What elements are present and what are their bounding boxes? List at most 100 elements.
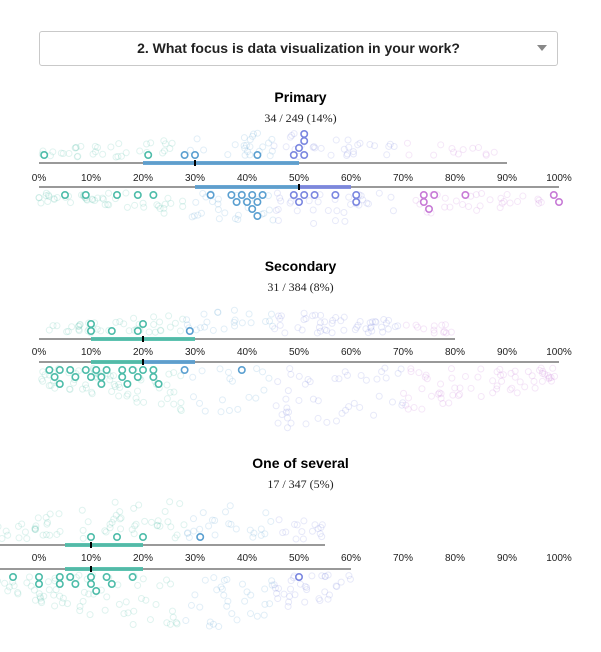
- primary-upper-background-point: [143, 140, 151, 148]
- secondary-lower-background-point: [217, 408, 225, 416]
- secondary-lower-background-point: [314, 397, 322, 405]
- secondary-lower-background-point: [225, 368, 233, 376]
- secondary-tick-label: 90%: [497, 347, 517, 358]
- primary-lower-background-point: [309, 206, 317, 214]
- secondary-lower-background-point: [498, 377, 506, 385]
- secondary-upper-background-point: [76, 321, 84, 329]
- primary-lower-background-point: [105, 201, 113, 209]
- secondary-tick-label: 10%: [81, 347, 101, 358]
- secondary-lower-background-point: [407, 368, 415, 376]
- secondary-upper-background-point: [49, 322, 57, 330]
- one-of-several-lower-background-point: [333, 583, 341, 591]
- secondary-upper-background-point: [384, 325, 392, 333]
- one-of-several-lower-background-point: [120, 610, 128, 618]
- one-of-several-lower-background-point: [37, 597, 45, 605]
- primary-upper-background-point: [122, 149, 130, 157]
- secondary-upper-background-point: [120, 320, 128, 328]
- secondary-upper-background-point: [317, 311, 325, 319]
- secondary-upper-background-point: [151, 328, 159, 336]
- secondary-upper-background-point: [412, 321, 420, 329]
- primary-upper-background-point: [386, 140, 394, 148]
- question-label: 2. What focus is data visualization in y…: [137, 40, 460, 56]
- one-of-several-lower-background-point: [80, 588, 88, 596]
- primary-lower-background-point: [387, 193, 395, 201]
- one-of-several-lower-point: [66, 572, 75, 581]
- secondary-upper-background-point: [130, 314, 138, 322]
- primary-lower-point: [248, 205, 257, 214]
- one-of-several-upper-background-point: [205, 522, 213, 530]
- primary-lower-point: [113, 191, 122, 200]
- primary-upper-background-point: [159, 149, 167, 157]
- one-of-several-tick-label: 70%: [393, 553, 413, 564]
- secondary-lower-point: [133, 372, 142, 381]
- one-of-several-upper-background-point: [180, 521, 188, 529]
- primary-lower-background-point: [190, 212, 198, 220]
- one-of-several-lower-background-point: [303, 583, 311, 591]
- secondary-lower-background-point: [47, 381, 55, 389]
- primary-lower-background-point: [345, 193, 353, 201]
- primary-upper-point: [180, 151, 189, 160]
- secondary-lower-background-point: [45, 382, 53, 390]
- primary-lower-background-point: [272, 206, 280, 214]
- secondary-upper-background-point: [385, 316, 393, 324]
- secondary-lower-background-point: [418, 405, 426, 413]
- one-of-several-tick-label: 90%: [497, 553, 517, 564]
- secondary-lower-background-point: [456, 390, 464, 398]
- one-of-several-lower-background-point: [218, 585, 226, 593]
- one-of-several-tick-label: 40%: [237, 553, 257, 564]
- one-of-several-lower-background-point: [114, 581, 122, 589]
- secondary-upper-background-point: [440, 327, 448, 335]
- secondary-upper-background-point: [329, 317, 337, 325]
- secondary-lower-background-point: [378, 368, 386, 376]
- secondary-upper-background-point: [316, 319, 324, 327]
- primary-lower-point: [430, 191, 439, 200]
- one-of-several-upper-background-point: [117, 525, 125, 533]
- secondary-lower-background-point: [434, 390, 442, 398]
- secondary-lower-background-point: [287, 419, 295, 427]
- one-of-several-lower-background-point: [40, 592, 48, 600]
- one-of-several-lower-background-point: [223, 575, 231, 583]
- one-of-several-upper-background-point: [267, 517, 275, 525]
- question-dropdown[interactable]: 2. What focus is data visualization in y…: [39, 31, 558, 66]
- panel-subtitle-primary: 34 / 249 (14%): [264, 111, 337, 125]
- primary-lower-background-point: [91, 197, 99, 205]
- primary-lower-background-point: [37, 199, 45, 207]
- primary-lower-background-point: [452, 197, 460, 205]
- primary-lower-background-point: [503, 191, 511, 199]
- primary-upper-background-point: [317, 144, 325, 152]
- primary-upper-background-point: [437, 141, 445, 149]
- one-of-several-lower-background-point: [321, 572, 329, 580]
- one-of-several-lower-background-point: [129, 621, 137, 629]
- secondary-tick-label: 20%: [133, 347, 153, 358]
- primary-upper-background-point: [200, 146, 208, 154]
- primary-lower-background-point: [274, 216, 282, 224]
- secondary-upper-background-point: [183, 316, 191, 324]
- secondary-lower-background-point: [474, 373, 482, 381]
- secondary-upper-background-point: [420, 325, 428, 333]
- one-of-several-tick-label: 60%: [341, 553, 361, 564]
- one-of-several-lower-background-point: [247, 610, 255, 618]
- primary-upper-background-point: [136, 147, 144, 155]
- secondary-lower-background-point: [418, 385, 426, 393]
- secondary-tick-label: 30%: [185, 347, 205, 358]
- one-of-several-upper-background-point: [316, 530, 324, 538]
- one-of-several-lower-background-point: [318, 572, 326, 580]
- one-of-several-upper-background-point: [227, 520, 235, 528]
- one-of-several-lower-point: [34, 572, 43, 581]
- secondary-upper-background-point: [366, 319, 374, 327]
- secondary-lower-background-point: [428, 392, 436, 400]
- secondary-lower-background-point: [323, 418, 331, 426]
- chevron-down-icon[interactable]: [537, 45, 547, 51]
- secondary-lower-background-point: [545, 375, 553, 383]
- primary-upper-background-point: [310, 143, 318, 151]
- primary-lower-background-point: [359, 196, 367, 204]
- one-of-several-lower-background-point: [85, 590, 93, 598]
- one-of-several-lower-background-point: [6, 583, 14, 591]
- one-of-several-lower-background-point: [64, 600, 72, 608]
- secondary-lower-background-point: [189, 393, 197, 401]
- secondary-upper-background-point: [64, 327, 72, 335]
- one-of-several-lower-background-point: [224, 597, 232, 605]
- one-of-several-lower-background-point: [332, 582, 340, 590]
- primary-upper-background-point: [193, 135, 201, 143]
- secondary-lower-background-point: [41, 371, 49, 379]
